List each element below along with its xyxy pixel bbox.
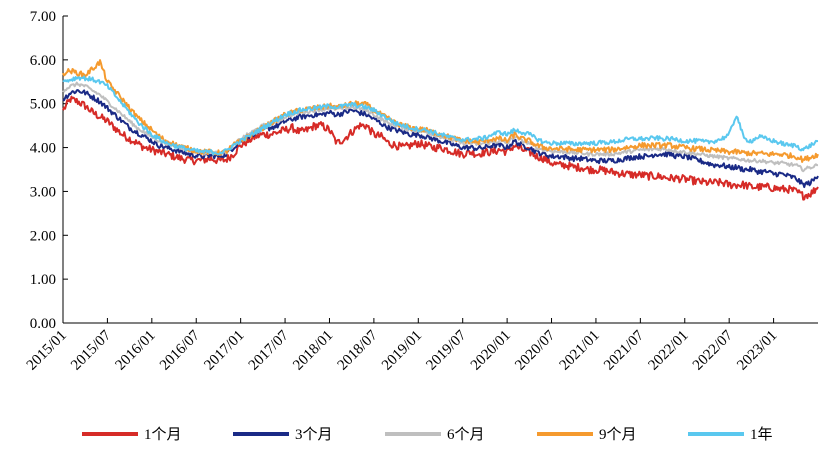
y-tick-label: 3.00 bbox=[30, 184, 56, 200]
y-tick-label: 5.00 bbox=[30, 97, 56, 113]
series-line-5 bbox=[62, 75, 819, 156]
series-lines bbox=[62, 59, 819, 201]
x-tick-label: 2022/01 bbox=[646, 328, 692, 374]
x-tick-label: 2017/01 bbox=[201, 328, 247, 374]
x-tick-label: 2018/01 bbox=[290, 328, 336, 374]
legend-label-1: 1个月 bbox=[144, 426, 182, 443]
y-tick-label: 0.00 bbox=[30, 316, 56, 332]
y-tick-label: 6.00 bbox=[30, 53, 56, 69]
x-tick-label: 2019/07 bbox=[423, 327, 469, 373]
x-tick-label: 2022/07 bbox=[690, 327, 736, 373]
x-tick-label: 2018/07 bbox=[335, 327, 381, 373]
legend: 1个月 3个月 6个月 9个月 1年 bbox=[82, 426, 773, 443]
x-tick-label: 2017/07 bbox=[246, 327, 292, 373]
x-tick-label: 2023/01 bbox=[734, 328, 780, 374]
series-line-1 bbox=[62, 95, 819, 201]
y-tick-label: 7.00 bbox=[30, 9, 56, 25]
series-line-4 bbox=[62, 59, 819, 163]
x-tick-label: 2020/01 bbox=[468, 328, 514, 374]
x-tick-label: 2015/07 bbox=[68, 327, 114, 373]
x-tick-label: 2015/01 bbox=[24, 328, 70, 374]
x-tick-label: 2016/07 bbox=[157, 327, 203, 373]
legend-label-4: 9个月 bbox=[599, 426, 637, 443]
x-tick-label: 2020/07 bbox=[512, 327, 558, 373]
y-tick-label: 2.00 bbox=[30, 228, 56, 244]
series-line-2 bbox=[62, 89, 819, 189]
legend-label-5: 1年 bbox=[750, 426, 773, 443]
x-tick-label: 2019/01 bbox=[379, 328, 425, 374]
x-tick-label: 2016/01 bbox=[113, 328, 159, 374]
y-tick-label: 4.00 bbox=[30, 141, 56, 157]
axes: 0.001.002.003.004.005.006.007.002015/012… bbox=[24, 9, 818, 374]
legend-label-2: 3个月 bbox=[295, 426, 333, 443]
x-tick-label: 2021/07 bbox=[601, 327, 647, 373]
x-tick-label: 2021/01 bbox=[557, 328, 603, 374]
legend-label-3: 6个月 bbox=[447, 426, 485, 443]
y-tick-label: 1.00 bbox=[30, 272, 56, 288]
